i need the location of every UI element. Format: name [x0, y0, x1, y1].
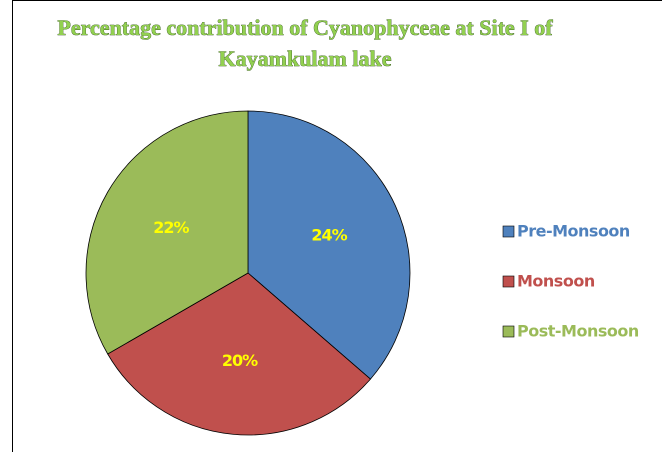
legend-swatch	[502, 275, 515, 288]
legend-label: Pre-Monsoon	[517, 222, 630, 241]
chart-title: Percentage contribution of Cyanophyceae …	[57, 15, 553, 40]
value-label: 24%	[311, 225, 347, 244]
legend-swatch	[502, 225, 515, 238]
value-label: 20%	[222, 351, 258, 370]
pie-slice	[107, 272, 371, 436]
chart-border	[12, 0, 662, 452]
pie-slice	[85, 110, 249, 355]
chart-title: Kayamkulam lake	[219, 46, 392, 71]
legend-label: Monsoon	[517, 272, 595, 291]
value-label: 22%	[153, 218, 189, 237]
pie-slice	[247, 110, 411, 380]
legend-label: Post-Monsoon	[517, 322, 639, 341]
legend-swatch	[502, 325, 515, 338]
